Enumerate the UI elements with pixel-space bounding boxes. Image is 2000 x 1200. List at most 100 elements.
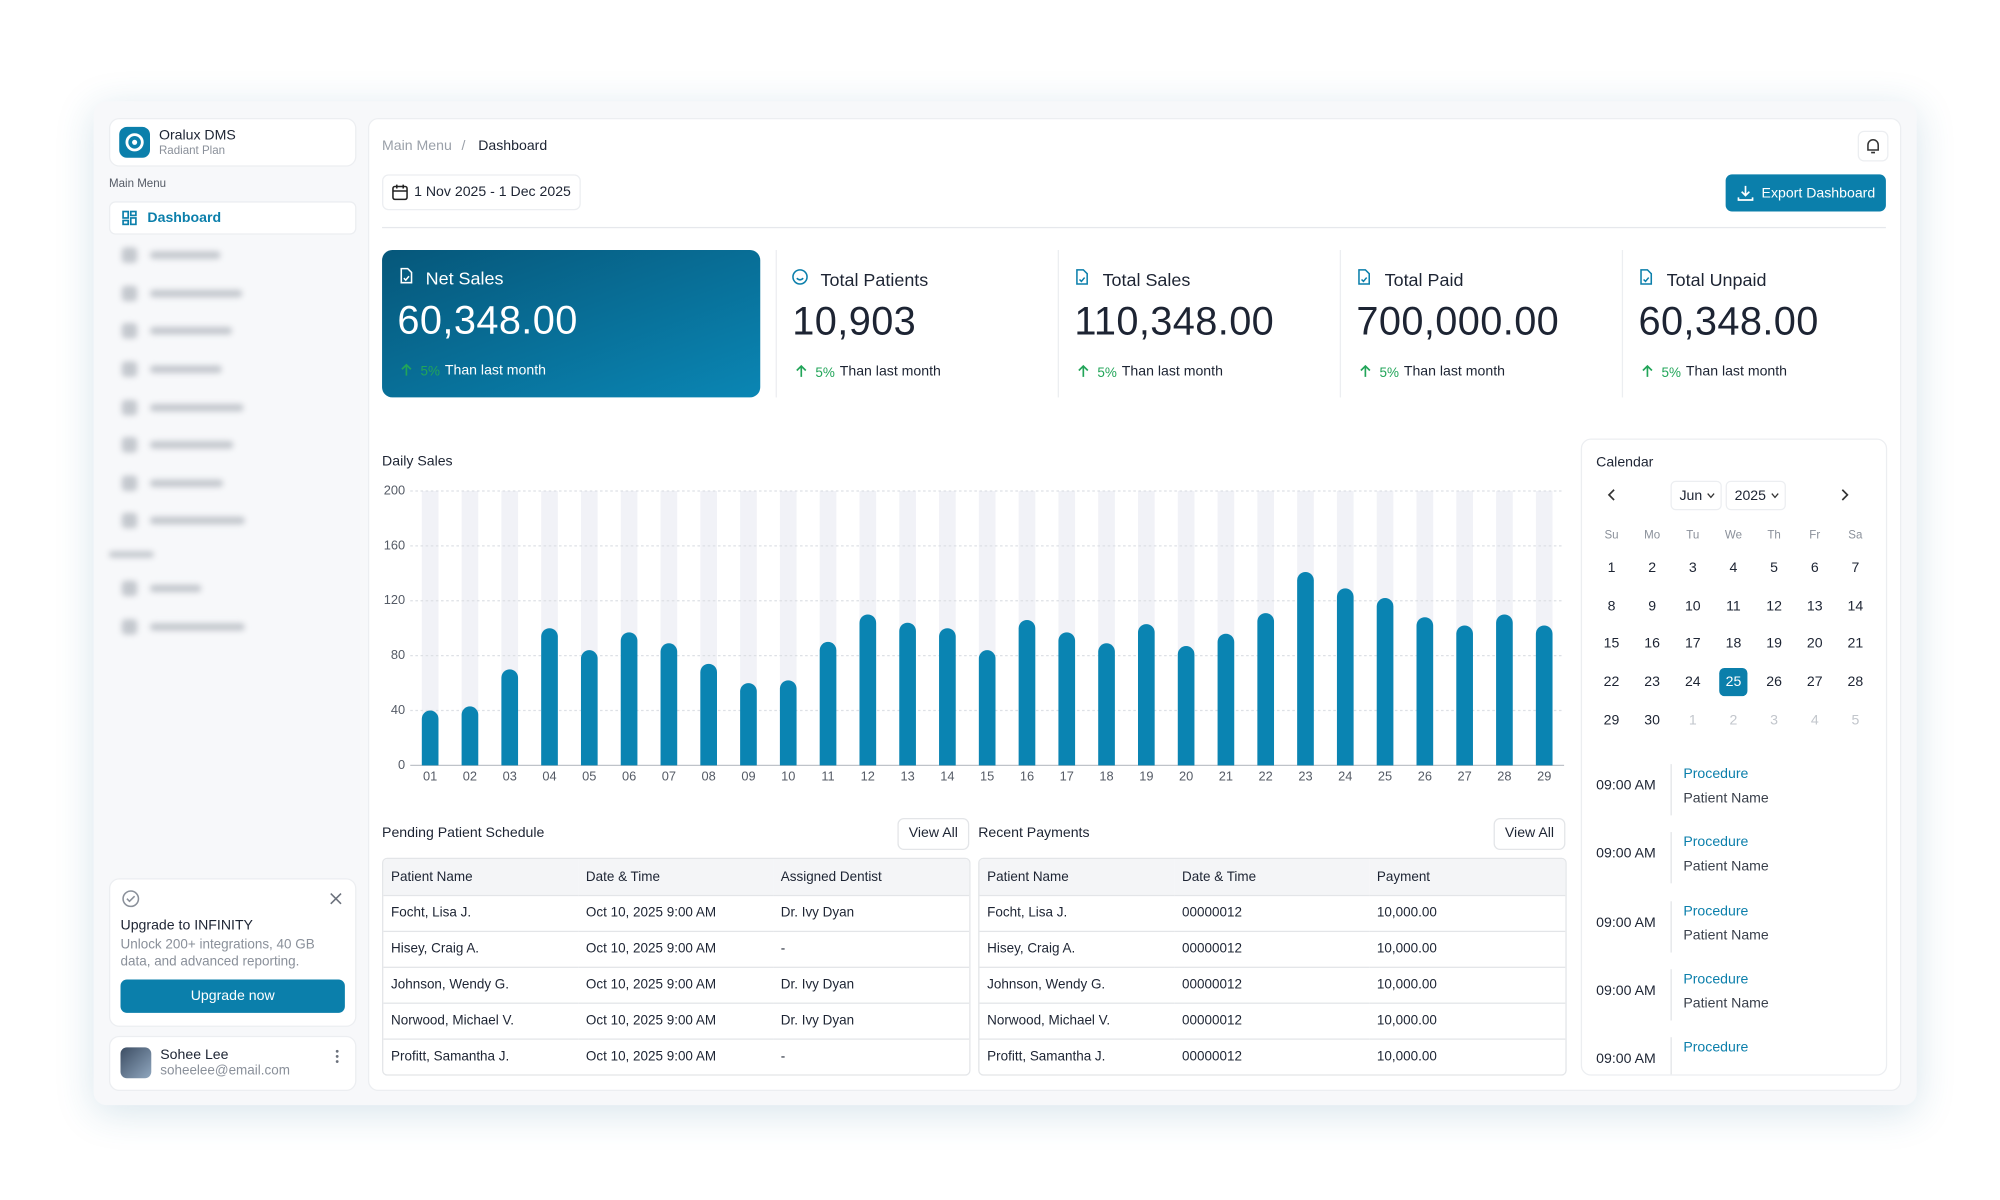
day[interactable]: 18 — [1725, 635, 1742, 652]
prev-month[interactable] — [1605, 487, 1618, 502]
table-cell: 00000012 — [1174, 1002, 1370, 1040]
bar — [620, 632, 638, 766]
event-time: 09:00 AM — [1596, 846, 1656, 862]
date-range-picker[interactable]: 1 Nov 2025 - 1 Dec 2025 — [382, 174, 581, 211]
day[interactable]: 15 — [1603, 635, 1620, 652]
day[interactable]: 9 — [1648, 598, 1657, 615]
upgrade-button[interactable]: Upgrade now — [120, 979, 345, 1013]
menu-section: Main Menu — [108, 176, 167, 190]
bar — [1217, 633, 1235, 766]
event-title: Procedure — [1683, 1039, 1749, 1056]
upgrade-icon — [122, 890, 140, 908]
day[interactable]: 19 — [1766, 635, 1782, 652]
kpi-divider — [775, 249, 777, 398]
day[interactable]: 2 — [1729, 712, 1738, 729]
column-header: Payment — [1369, 858, 1566, 896]
day[interactable]: 27 — [1806, 674, 1823, 690]
brand-box[interactable]: Oralux DMS Radiant Plan — [108, 117, 357, 167]
day[interactable]: 7 — [1851, 560, 1860, 576]
header-row: Patient Name Date & Time Payment — [979, 858, 1566, 896]
x-tick-label: 02 — [463, 768, 477, 783]
day[interactable]: 24 — [1684, 674, 1701, 690]
day[interactable]: 4 — [1729, 560, 1738, 576]
day[interactable]: 10 — [1684, 598, 1701, 615]
export-button[interactable]: Export Dashboard — [1725, 174, 1886, 212]
header-divider — [382, 226, 1886, 229]
bar — [1456, 625, 1473, 766]
day[interactable]: 5 — [1770, 560, 1779, 576]
day[interactable]: 28 — [1847, 674, 1864, 690]
day[interactable]: 25 — [1725, 674, 1742, 690]
menu-item-label: Dashboard — [147, 210, 222, 226]
view-all-button[interactable]: View All — [1493, 817, 1566, 850]
day[interactable]: 26 — [1766, 674, 1782, 690]
x-tick-label: 06 — [622, 768, 636, 783]
bar — [1376, 598, 1394, 766]
day[interactable]: 29 — [1603, 712, 1620, 729]
day[interactable]: 21 — [1847, 635, 1864, 652]
blurred-section — [108, 551, 154, 558]
selected-day — [1719, 667, 1748, 697]
user-menu[interactable] — [333, 1047, 341, 1065]
view-all-button[interactable]: View All — [897, 817, 970, 850]
day[interactable]: 2 — [1648, 560, 1657, 576]
blurred-label — [149, 584, 202, 593]
day[interactable]: 23 — [1644, 674, 1661, 690]
day[interactable]: 17 — [1684, 635, 1701, 652]
menu-item-active[interactable]: Dashboard — [108, 201, 357, 235]
kpi-card: Total Sales 110,348.00 5% Than last month — [1059, 250, 1322, 397]
day[interactable]: 13 — [1806, 598, 1823, 615]
export-label: Export Dashboard — [1761, 185, 1876, 202]
trend-arrow — [1360, 364, 1371, 377]
table-row: Norwood, Michael V. Oct 10, 2025 9:00 AM D… — [383, 1002, 970, 1040]
year-select[interactable]: 2025 — [1725, 480, 1786, 511]
chevron — [1707, 493, 1715, 499]
bar — [461, 706, 479, 766]
y-tick-label: 40 — [391, 702, 405, 717]
bar — [1257, 613, 1275, 766]
event-time: 09:00 AM — [1596, 914, 1656, 931]
event-divider — [1670, 1037, 1672, 1075]
day[interactable]: 11 — [1726, 598, 1741, 615]
bar — [1058, 632, 1076, 766]
kpi-value: 700,000.00 — [1356, 298, 1560, 344]
data-table: Patient Name Date & Time Payment Focht, Lis… — [979, 858, 1566, 1074]
close-icon[interactable] — [328, 891, 343, 906]
next-month[interactable] — [1838, 487, 1851, 502]
day[interactable]: 14 — [1847, 598, 1864, 615]
bar — [779, 680, 797, 766]
breadcrumb-parent[interactable]: Main Menu — [382, 138, 452, 154]
day[interactable]: 22 — [1603, 674, 1620, 690]
day[interactable]: 4 — [1810, 712, 1819, 729]
x-tick-label: 25 — [1378, 768, 1392, 783]
kpi-value: 60,348.00 — [397, 297, 578, 343]
event-time: 09:00 AM — [1596, 1051, 1656, 1067]
calendar-title: Calendar — [1596, 455, 1654, 471]
day[interactable]: 30 — [1644, 712, 1661, 729]
month-select[interactable]: Jun — [1670, 480, 1722, 511]
day[interactable]: 16 — [1644, 635, 1661, 652]
day[interactable]: 1 — [1607, 560, 1616, 576]
x-tick-label: 21 — [1219, 768, 1233, 783]
day[interactable]: 12 — [1766, 598, 1782, 615]
bar — [939, 628, 956, 766]
table-cell: 00000012 — [1174, 930, 1370, 968]
y-tick-label: 120 — [384, 592, 405, 607]
table-cell: 10,000.00 — [1376, 1049, 1437, 1065]
day[interactable]: 20 — [1806, 635, 1823, 652]
user-box[interactable]: Sohee Lee soheelee@email.com — [108, 1035, 357, 1092]
user-avatar — [120, 1047, 152, 1079]
blurred-icon — [121, 323, 138, 339]
weekday: Mo — [1644, 528, 1661, 542]
notification-button[interactable] — [1857, 130, 1889, 162]
day[interactable]: 5 — [1851, 712, 1860, 729]
day[interactable]: 6 — [1810, 560, 1819, 576]
user-name: Sohee Lee — [160, 1047, 229, 1063]
table-cell: Norwood, Michael V. — [383, 1002, 579, 1040]
day[interactable]: 1 — [1688, 712, 1697, 729]
day[interactable]: 8 — [1607, 598, 1616, 615]
day[interactable]: 3 — [1770, 712, 1779, 729]
day[interactable]: 3 — [1688, 560, 1697, 576]
chevron — [1771, 493, 1779, 499]
